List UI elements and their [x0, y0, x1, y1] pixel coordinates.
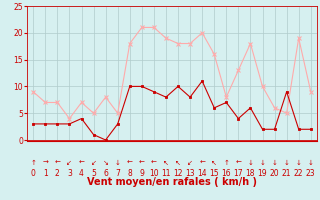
Text: ↓: ↓ — [272, 160, 277, 166]
Text: Vent moyen/en rafales ( km/h ): Vent moyen/en rafales ( km/h ) — [87, 177, 257, 187]
Text: 16: 16 — [221, 168, 231, 178]
Text: 21: 21 — [282, 168, 292, 178]
Text: ↘: ↘ — [103, 160, 108, 166]
Text: 2: 2 — [55, 168, 60, 178]
Text: 20: 20 — [270, 168, 279, 178]
Text: 11: 11 — [161, 168, 171, 178]
Text: ↙: ↙ — [91, 160, 97, 166]
Text: ↓: ↓ — [296, 160, 302, 166]
Text: 22: 22 — [294, 168, 303, 178]
Text: ←: ← — [54, 160, 60, 166]
Text: 19: 19 — [258, 168, 267, 178]
Text: 18: 18 — [246, 168, 255, 178]
Text: ↓: ↓ — [115, 160, 121, 166]
Text: 4: 4 — [79, 168, 84, 178]
Text: ↙: ↙ — [187, 160, 193, 166]
Text: 17: 17 — [234, 168, 243, 178]
Text: ←: ← — [199, 160, 205, 166]
Text: 13: 13 — [185, 168, 195, 178]
Text: 7: 7 — [115, 168, 120, 178]
Text: ↑: ↑ — [30, 160, 36, 166]
Text: ↖: ↖ — [211, 160, 217, 166]
Text: ←: ← — [151, 160, 157, 166]
Text: 14: 14 — [197, 168, 207, 178]
Text: 6: 6 — [103, 168, 108, 178]
Text: 15: 15 — [209, 168, 219, 178]
Text: ←: ← — [127, 160, 133, 166]
Text: ↓: ↓ — [284, 160, 290, 166]
Text: 8: 8 — [127, 168, 132, 178]
Text: ←: ← — [236, 160, 241, 166]
Text: ↓: ↓ — [260, 160, 265, 166]
Text: 9: 9 — [140, 168, 144, 178]
Text: 5: 5 — [91, 168, 96, 178]
Text: ←: ← — [139, 160, 145, 166]
Text: 10: 10 — [149, 168, 159, 178]
Text: ↓: ↓ — [247, 160, 253, 166]
Text: 1: 1 — [43, 168, 48, 178]
Text: 3: 3 — [67, 168, 72, 178]
Text: ↓: ↓ — [308, 160, 314, 166]
Text: ↙: ↙ — [67, 160, 72, 166]
Text: ↑: ↑ — [223, 160, 229, 166]
Text: ↖: ↖ — [163, 160, 169, 166]
Text: →: → — [42, 160, 48, 166]
Text: 23: 23 — [306, 168, 316, 178]
Text: 12: 12 — [173, 168, 183, 178]
Text: ←: ← — [79, 160, 84, 166]
Text: 0: 0 — [31, 168, 36, 178]
Text: ↖: ↖ — [175, 160, 181, 166]
